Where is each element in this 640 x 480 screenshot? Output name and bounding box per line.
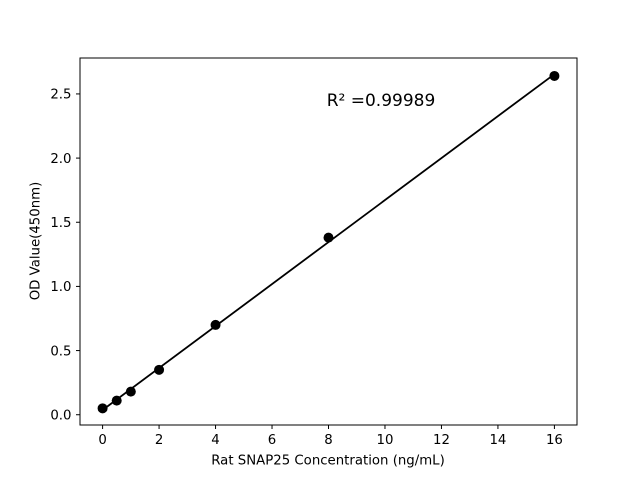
y-tick-label: 2.5: [50, 88, 71, 103]
data-point: [97, 403, 108, 414]
y-tick-label: 1.5: [50, 216, 71, 231]
x-tick-label: 0: [98, 433, 106, 448]
x-tick-label: 4: [211, 433, 219, 448]
x-tick-label: 8: [324, 433, 332, 448]
y-tick-label: 0.0: [50, 408, 71, 423]
data-point: [125, 386, 136, 397]
x-tick-label: 2: [155, 433, 163, 448]
x-axis-label: Rat SNAP25 Concentration (ng/mL): [211, 453, 445, 469]
data-point: [323, 232, 334, 243]
x-tick-label: 14: [489, 433, 506, 448]
x-tick-label: 16: [546, 433, 563, 448]
y-tick-label: 1.0: [50, 280, 71, 295]
data-point: [210, 319, 221, 330]
x-tick-label: 10: [377, 433, 394, 448]
data-point: [111, 395, 122, 406]
y-axis-label: OD Value(450nm): [28, 181, 44, 301]
y-tick-label: 0.5: [50, 344, 71, 359]
data-point: [549, 70, 560, 81]
x-tick-label: 6: [268, 433, 276, 448]
data-point: [154, 364, 165, 375]
x-tick-label: 12: [433, 433, 450, 448]
r-squared-annotation: R² =0.99989: [326, 91, 436, 111]
y-tick-label: 2.0: [50, 152, 71, 167]
